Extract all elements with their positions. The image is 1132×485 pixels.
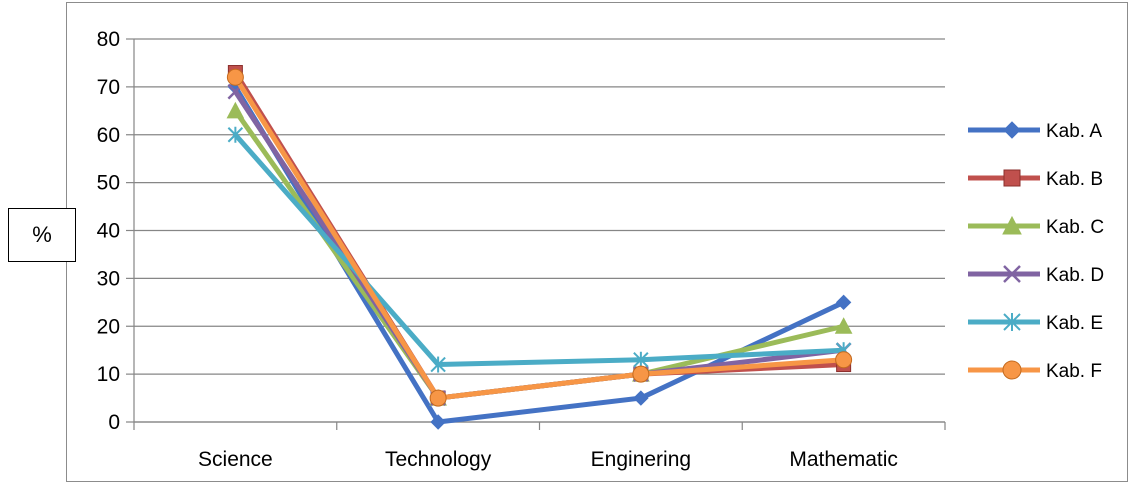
data-point-kab-f-1 xyxy=(429,389,447,407)
y-tick-label-80: 80 xyxy=(97,28,120,51)
x-tick-label-mathematic: Mathematic xyxy=(789,448,898,471)
legend-swatch-marker-kab-a xyxy=(1003,121,1021,139)
legend-label-kab-f: Kab. F xyxy=(1046,361,1102,382)
data-point-kab-a-1 xyxy=(430,414,446,430)
x-tick-label-enginering: Enginering xyxy=(591,448,691,471)
y-tick-label-60: 60 xyxy=(97,124,120,147)
x-tick-label-technology: Technology xyxy=(385,448,492,471)
legend-label-kab-b: Kab. B xyxy=(1046,169,1103,190)
data-point-kab-e-2 xyxy=(633,351,649,368)
data-point-kab-e-0 xyxy=(227,126,244,143)
series-line-kab-a xyxy=(232,84,847,425)
y-tick-label-10: 10 xyxy=(97,363,120,386)
y-tick-label-30: 30 xyxy=(97,267,120,290)
legend-label-kab-e: Kab. E xyxy=(1046,313,1103,334)
data-point-kab-a-3 xyxy=(835,294,852,311)
legend-label-kab-a: Kab. A xyxy=(1046,121,1102,142)
legend-swatch-marker-kab-b xyxy=(1003,169,1021,187)
y-tick-label-70: 70 xyxy=(97,76,120,99)
x-tick-label-science: Science xyxy=(198,448,273,471)
legend-swatch-marker-kab-e xyxy=(1003,313,1021,331)
legend-swatch-marker-kab-f xyxy=(1002,360,1022,380)
data-point-kab-f-3 xyxy=(835,351,853,369)
legend-label-kab-c: Kab. C xyxy=(1046,217,1104,238)
data-point-kab-c-3 xyxy=(834,317,853,334)
y-tick-label-0: 0 xyxy=(108,411,120,434)
y-tick-label-50: 50 xyxy=(97,172,120,195)
data-point-kab-a-2 xyxy=(633,390,649,406)
data-point-kab-f-2 xyxy=(632,365,650,383)
y-tick-label-40: 40 xyxy=(97,220,120,243)
series-line-kab-f xyxy=(232,74,847,401)
data-point-kab-f-0 xyxy=(226,68,244,86)
data-point-kab-e-1 xyxy=(430,356,446,373)
legend-swatch-marker-kab-c xyxy=(1002,215,1022,235)
data-point-kab-c-0 xyxy=(226,101,245,119)
y-tick-label-20: 20 xyxy=(97,315,120,338)
legend-label-kab-d: Kab. D xyxy=(1046,265,1104,286)
y-axis-label: % xyxy=(8,208,76,262)
legend-swatch-marker-kab-d xyxy=(1003,265,1021,283)
series-line-kab-e xyxy=(232,132,847,368)
